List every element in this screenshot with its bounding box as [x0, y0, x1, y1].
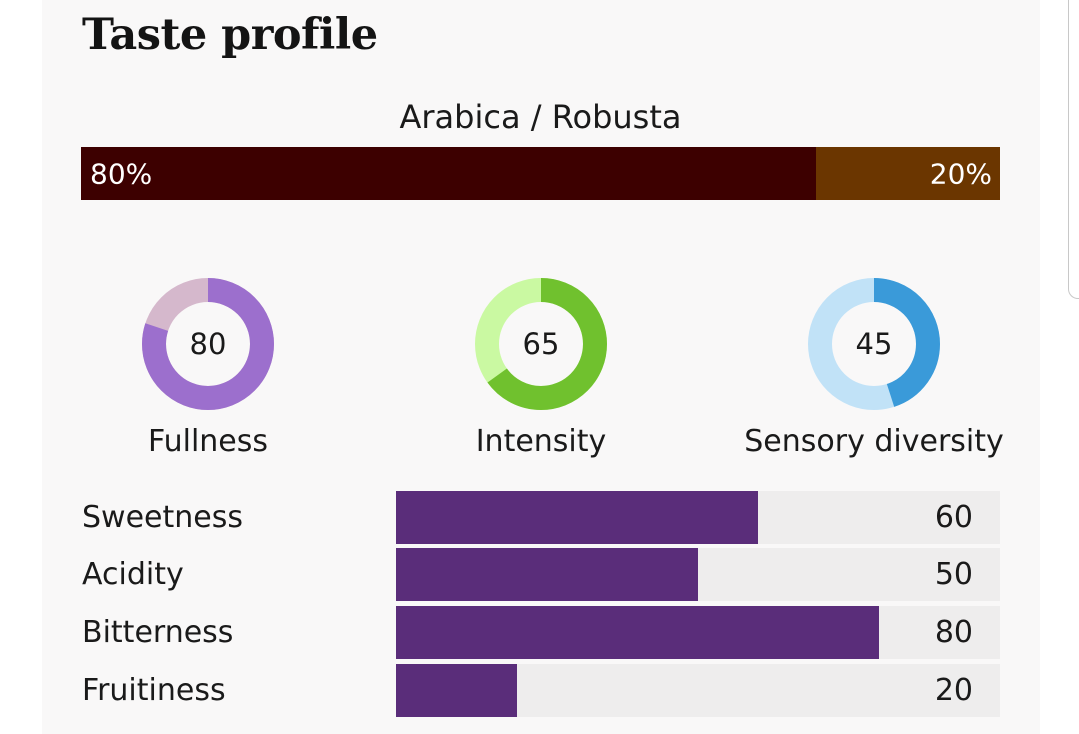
sensory-diversity-label: Sensory diversity: [744, 424, 1004, 459]
robusta-percent: 20%: [929, 157, 992, 190]
bitterness-row: Bitterness 80: [0, 606, 1079, 659]
robusta-segment: 20%: [816, 147, 1000, 200]
page-title: Taste profile: [82, 10, 378, 60]
fullness-gauge: 80: [142, 278, 274, 410]
acidity-label: Acidity: [82, 557, 184, 592]
intensity-gauge-fill: [475, 278, 607, 410]
acidity-value: 50: [934, 557, 973, 592]
sweetness-fill: [396, 491, 759, 544]
fullness-label: Fullness: [147, 424, 269, 459]
fruitiness-row: Fruitiness 20: [0, 664, 1079, 717]
sensory-diversity-gauge-fill: [808, 278, 940, 410]
fruitiness-track: 20: [396, 664, 1000, 717]
acidity-row: Acidity 50: [0, 548, 1079, 601]
intensity-gauge: 65: [475, 278, 607, 410]
bitterness-label: Bitterness: [82, 615, 234, 650]
sensory-diversity-value: 45: [855, 327, 893, 361]
blend-bar: 80% 20%: [81, 147, 1000, 200]
bitterness-track: 80: [396, 606, 1000, 659]
fruitiness-value: 20: [934, 673, 973, 708]
acidity-fill: [396, 548, 698, 601]
fruitiness-fill: [396, 664, 517, 717]
blend-title: Arabica / Robusta: [399, 98, 682, 136]
bitterness-value: 80: [934, 615, 973, 650]
sweetness-value: 60: [934, 500, 973, 535]
arabica-segment: 80%: [81, 147, 817, 200]
fullness-value: 80: [189, 327, 227, 361]
fullness-gauge-fill: [142, 278, 274, 410]
fruitiness-label: Fruitiness: [82, 673, 226, 708]
sweetness-row: Sweetness 60: [0, 491, 1079, 544]
acidity-track: 50: [396, 548, 1000, 601]
intensity-value: 65: [522, 327, 560, 361]
sweetness-track: 60: [396, 491, 1000, 544]
intensity-label: Intensity: [475, 424, 607, 459]
bitterness-fill: [396, 606, 880, 659]
sweetness-label: Sweetness: [82, 500, 243, 535]
scrollbar[interactable]: [1068, 0, 1079, 299]
sensory-diversity-gauge: 45: [808, 278, 940, 410]
arabica-percent: 80%: [90, 157, 153, 190]
